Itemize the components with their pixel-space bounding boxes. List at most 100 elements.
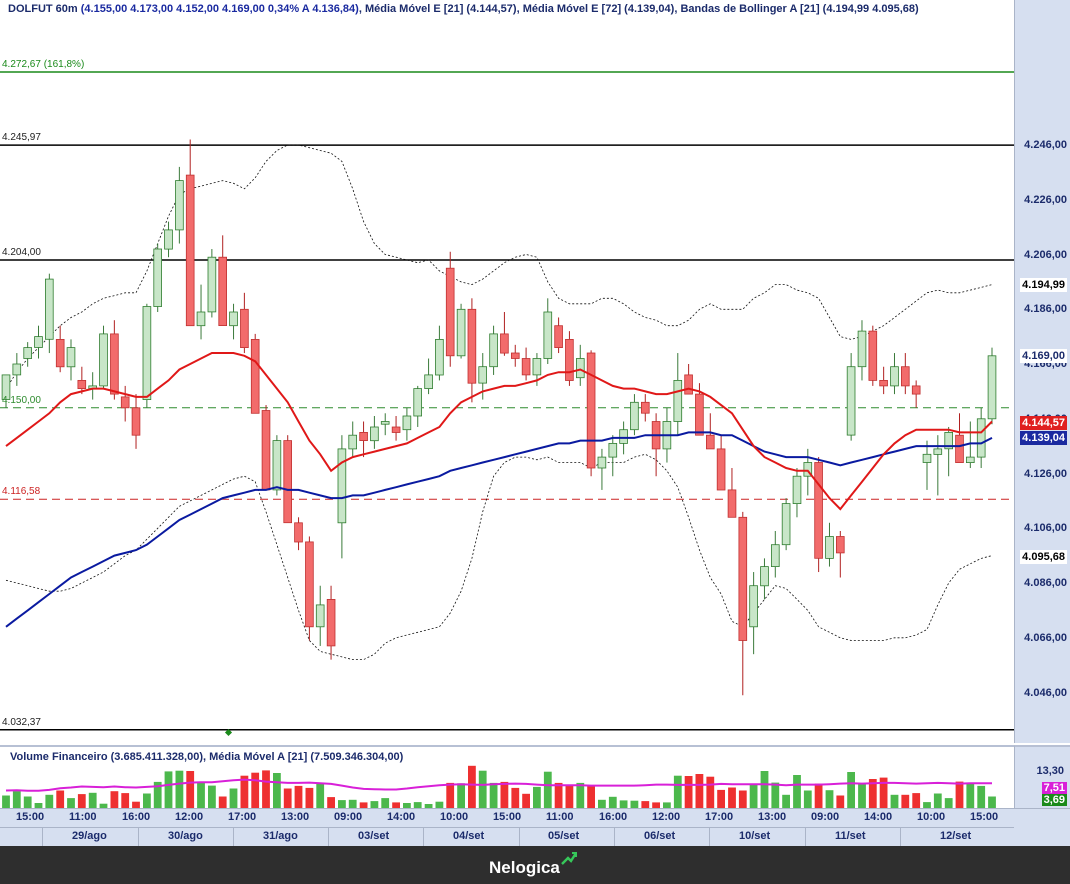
time-hour-13: 17:00	[705, 811, 734, 823]
time-date-8: 11/set	[835, 830, 866, 842]
time-hour-0: 15:00	[16, 811, 45, 823]
volume-bar-53	[576, 782, 585, 808]
level-label-5: 4.032,37	[2, 716, 41, 728]
volume-bar-75	[814, 783, 823, 808]
time-hour-17: 10:00	[917, 811, 946, 823]
time-hour-4: 17:00	[228, 811, 257, 823]
time-date-5: 05/set	[548, 830, 580, 842]
volume-bar-86	[933, 793, 942, 808]
volume-bar-70	[760, 771, 769, 808]
volume-bar-18	[197, 782, 205, 808]
volume-canvas[interactable]	[0, 747, 1014, 808]
volume-bar-83	[901, 794, 910, 808]
volume-bar-44	[478, 770, 487, 808]
candle-body-85	[922, 453, 932, 463]
candle-body-81	[879, 379, 888, 387]
ema21-line	[5, 352, 993, 511]
volume-bar-43	[468, 765, 476, 808]
candle-body-6	[66, 347, 76, 368]
volume-bar-74	[803, 790, 812, 808]
price-tag-0: 4.194,99	[1020, 277, 1067, 292]
volume-bar-46	[500, 781, 509, 808]
time-separator-6	[614, 828, 615, 846]
candle-body-1	[12, 363, 22, 376]
candle-body-65	[706, 434, 715, 450]
volume-bar-89	[966, 782, 975, 808]
volume-bar-9	[99, 803, 108, 808]
candle-body-28	[305, 541, 314, 628]
candle-body-83	[901, 366, 910, 387]
candle-body-40	[435, 338, 444, 376]
candle-body-9	[99, 333, 108, 387]
legend-ema72: Média Móvel E [72] (4.139,04)	[522, 3, 675, 15]
candle-body-24	[261, 410, 271, 491]
candle-body-80	[868, 330, 878, 381]
candle-body-15	[164, 229, 173, 250]
volume-bar-51	[554, 782, 563, 808]
candle-body-16	[175, 180, 184, 231]
price-tag-1: 4.169,00	[1020, 348, 1067, 363]
volume-axis[interactable]: 13,30 7,51 3,69	[1014, 745, 1070, 808]
volume-legend: Volume Financeiro (3.685.411.328,00), Mé…	[10, 751, 404, 763]
candle-body-45	[489, 333, 498, 368]
candle-body-75	[814, 462, 823, 559]
volume-bar-29	[316, 783, 325, 808]
candle-body-35	[380, 421, 390, 425]
candle-body-49	[532, 358, 542, 376]
volume-bar-21	[229, 788, 238, 808]
time-separator-1	[138, 828, 139, 846]
candle-body-36	[391, 426, 401, 433]
candle-body-67	[727, 489, 737, 518]
time-date-0: 29/ago	[72, 830, 107, 842]
brand-logo: Nelogica	[489, 858, 560, 877]
volume-bar-73	[793, 775, 801, 808]
candle-body-56	[608, 442, 618, 458]
bollinger-lower-line	[5, 453, 993, 660]
volume-bar-59	[641, 801, 650, 808]
volume-bar-5	[56, 790, 65, 808]
candle-body-84	[911, 385, 921, 395]
volume-bar-19	[208, 785, 216, 808]
price-tick-8: 4.086,00	[1024, 577, 1067, 589]
volume-bar-56	[608, 796, 617, 808]
candle-body-76	[825, 536, 834, 559]
volume-bar-6	[67, 798, 75, 808]
volume-bar-20	[218, 796, 227, 808]
price-axis[interactable]: 4.246,00 4.226,00 4.206,00 4.186,00 4.166,00…	[1014, 0, 1070, 743]
volume-value-tag: 3,69	[1041, 794, 1067, 806]
volume-bar-16	[175, 770, 184, 808]
volume-ma-tag: 7,51	[1041, 782, 1067, 794]
volume-bar-79	[858, 783, 866, 808]
candle-body-50	[543, 311, 553, 359]
volume-bar-90	[977, 785, 986, 808]
volume-bar-13	[143, 793, 151, 808]
volume-bar-22	[240, 775, 249, 808]
price-tick-2: 4.206,00	[1024, 248, 1067, 261]
price-chart-panel[interactable]: DOLFUT 60m (4.155,00 4.173,00 4.152,00 4…	[0, 0, 1014, 743]
volume-bar-27	[294, 785, 303, 808]
volume-bar-11	[121, 793, 130, 808]
volume-bar-77	[836, 795, 845, 808]
time-hour-3: 12:00	[175, 811, 204, 823]
volume-bar-31	[338, 800, 346, 808]
candle-body-22	[240, 308, 249, 348]
candle-body-20	[218, 256, 228, 327]
volume-bar-40	[435, 801, 444, 808]
volume-bar-69	[749, 784, 758, 808]
time-separator-9	[900, 828, 901, 846]
volume-bar-34	[370, 801, 379, 808]
volume-bar-66	[717, 789, 725, 808]
time-separator-0	[42, 828, 43, 846]
price-tick-1: 4.226,00	[1024, 193, 1067, 206]
price-chart-canvas[interactable]	[0, 0, 1014, 743]
time-axis-divider	[0, 827, 1014, 828]
chart-legend: DOLFUT 60m (4.155,00 4.173,00 4.152,00 4…	[8, 3, 919, 15]
volume-panel[interactable]: Volume Financeiro (3.685.411.328,00), Mé…	[0, 745, 1014, 808]
time-hour-2: 16:00	[122, 811, 151, 823]
candle-body-91	[987, 355, 997, 420]
volume-bar-63	[684, 776, 693, 808]
candle-body-58	[630, 401, 639, 431]
time-axis[interactable]: 15:00 11:00 16:00 12:00 17:00 13:00 09:00 14:00…	[0, 808, 1070, 846]
price-tick-6: 4.126,00	[1024, 467, 1067, 480]
candle-body-64	[695, 393, 704, 436]
